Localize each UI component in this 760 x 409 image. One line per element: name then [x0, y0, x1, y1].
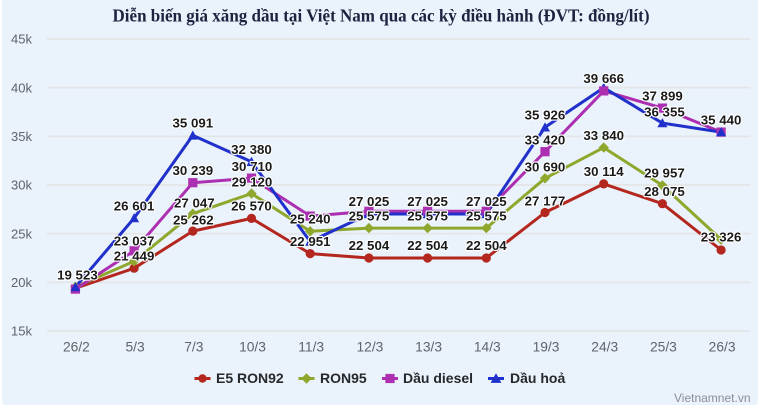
svg-text:21 449: 21 449	[114, 249, 155, 264]
svg-text:26/3: 26/3	[709, 339, 736, 354]
svg-text:25 262: 25 262	[173, 212, 214, 227]
svg-text:35k: 35k	[11, 129, 32, 144]
svg-text:35 091: 35 091	[172, 116, 213, 131]
svg-text:5/3: 5/3	[126, 339, 146, 354]
svg-text:19 523: 19 523	[57, 268, 98, 283]
svg-text:28 075: 28 075	[644, 184, 685, 199]
svg-text:26 570: 26 570	[231, 199, 272, 214]
svg-text:11/3: 11/3	[298, 339, 324, 354]
svg-text:Vietnamnet.vn: Vietnamnet.vn	[674, 391, 751, 405]
svg-text:35 440: 35 440	[701, 113, 742, 128]
svg-text:14/3: 14/3	[474, 339, 501, 354]
svg-text:26 601: 26 601	[114, 198, 155, 213]
svg-text:25/3: 25/3	[650, 339, 677, 354]
svg-text:35 926: 35 926	[525, 108, 566, 123]
svg-text:25 575: 25 575	[466, 208, 507, 223]
svg-text:33 840: 33 840	[583, 128, 624, 143]
svg-text:25 240: 25 240	[290, 212, 331, 227]
svg-text:E5 RON92: E5 RON92	[216, 370, 284, 386]
svg-text:30 690: 30 690	[525, 160, 566, 175]
svg-text:23 037: 23 037	[114, 234, 155, 249]
svg-text:25 575: 25 575	[349, 208, 390, 223]
svg-text:12/3: 12/3	[356, 339, 383, 354]
svg-text:29 957: 29 957	[644, 166, 685, 181]
svg-text:19/3: 19/3	[533, 339, 560, 354]
svg-text:37 899: 37 899	[642, 88, 683, 103]
svg-text:25 575: 25 575	[407, 208, 448, 223]
svg-text:27 025: 27 025	[349, 194, 390, 209]
svg-text:30 114: 30 114	[584, 164, 625, 179]
svg-text:23 326: 23 326	[701, 230, 742, 245]
svg-text:15k: 15k	[11, 324, 32, 339]
svg-text:30 710: 30 710	[232, 159, 273, 174]
svg-text:27 047: 27 047	[174, 196, 215, 211]
svg-text:24/3: 24/3	[591, 339, 618, 354]
svg-text:27 025: 27 025	[466, 194, 507, 209]
svg-text:22 504: 22 504	[349, 238, 390, 253]
svg-text:25k: 25k	[11, 226, 32, 241]
svg-text:30k: 30k	[11, 178, 32, 193]
svg-text:26/2: 26/2	[63, 339, 90, 354]
svg-text:29 120: 29 120	[232, 175, 273, 190]
svg-text:32 380: 32 380	[231, 142, 272, 157]
svg-text:40k: 40k	[11, 80, 32, 95]
svg-text:10/3: 10/3	[239, 339, 266, 354]
svg-text:22 504: 22 504	[466, 238, 507, 253]
svg-text:36 355: 36 355	[644, 105, 685, 120]
svg-text:Dầu hoả: Dầu hoả	[510, 370, 565, 386]
svg-text:45k: 45k	[11, 32, 32, 47]
svg-text:RON95: RON95	[320, 370, 367, 386]
svg-text:7/3: 7/3	[184, 339, 204, 354]
svg-text:33 420: 33 420	[525, 133, 566, 148]
svg-text:20k: 20k	[11, 275, 32, 290]
svg-text:30 239: 30 239	[172, 163, 213, 178]
svg-text:22 504: 22 504	[407, 238, 448, 253]
svg-text:39 666: 39 666	[583, 71, 624, 86]
svg-text:27 177: 27 177	[525, 194, 566, 209]
svg-text:Dầu diesel: Dầu diesel	[403, 370, 473, 386]
svg-text:13/3: 13/3	[415, 339, 442, 354]
svg-text:22 951: 22 951	[290, 234, 331, 249]
svg-text:Diễn biến giá xăng dầu tại Việ: Diễn biến giá xăng dầu tại Việt Nam qua …	[113, 6, 650, 27]
svg-text:27 025: 27 025	[407, 194, 448, 209]
